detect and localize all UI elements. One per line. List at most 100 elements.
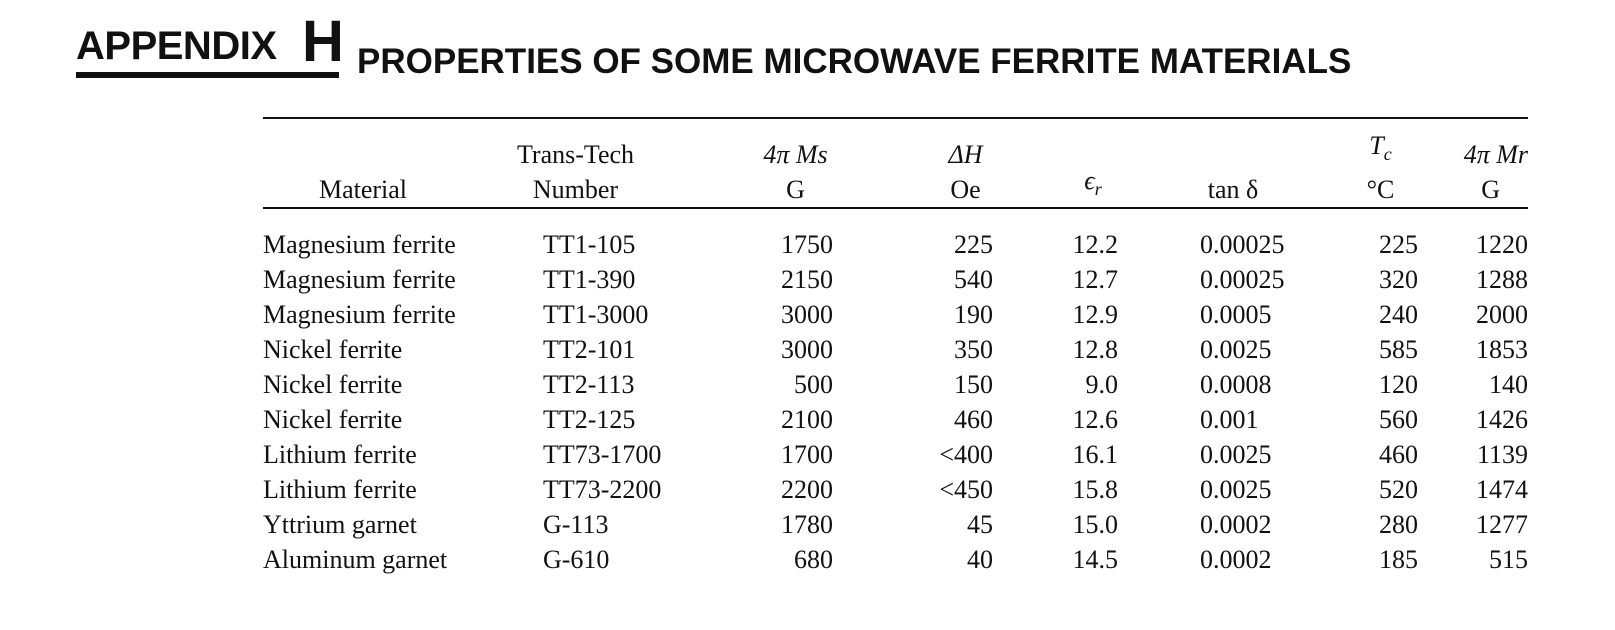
cell-trans-tech-number: TT73-2200 — [543, 475, 662, 504]
cell-4pi-ms: 500 — [794, 370, 833, 399]
cell-4pi-ms: 2150 — [781, 265, 833, 294]
cell-trans-tech-number: TT2-113 — [543, 370, 635, 399]
cell-tc: 320 — [1379, 265, 1418, 294]
table-row: Nickel ferrite TT2-113 500 150 9.0 0.0008 120 1… — [263, 367, 1528, 402]
cell-4pi-ms: 1780 — [781, 510, 833, 539]
cell-4pi-mr: 1853 — [1476, 335, 1528, 364]
cell-tan-delta: 0.00025 — [1200, 265, 1285, 294]
cell-epsilon-r: 15.8 — [1072, 475, 1119, 504]
cell-material: Nickel ferrite — [263, 335, 403, 364]
cell-trans-tech-number: TT2-101 — [543, 335, 636, 364]
cell-4pi-ms: 680 — [794, 545, 833, 574]
cell-epsilon-r: 14.5 — [1072, 545, 1119, 574]
header-tc: Tc °C — [1366, 131, 1395, 204]
cell-tan-delta: 0.0002 — [1200, 510, 1272, 539]
cell-material: Nickel ferrite — [263, 405, 403, 434]
cell-material: Yttrium garnet — [263, 510, 417, 539]
cell-trans-tech-number: TT1-390 — [543, 265, 636, 294]
cell-trans-tech-number: TT1-105 — [543, 230, 636, 259]
table-row: Nickel ferrite TT2-101 3000 350 12.8 0.0025 58… — [263, 332, 1528, 367]
table-row: Yttrium garnet G-113 1780 45 15.0 0.0002 280 12… — [263, 507, 1528, 542]
table-body: Magnesium ferrite TT1-105 1750 225 12.2 0.000… — [263, 209, 1528, 577]
cell-4pi-mr: 515 — [1489, 545, 1528, 574]
cell-4pi-ms: 1750 — [781, 230, 833, 259]
table-row: Lithium ferrite TT73-1700 1700 <400 16.1 0.00… — [263, 437, 1528, 472]
properties-table: Material Trans-Tech Number 4π Ms G ΔH Oe… — [263, 117, 1528, 577]
header-material: Material — [318, 175, 408, 204]
cell-delta-h: 45 — [967, 510, 993, 539]
cell-delta-h: 150 — [954, 370, 993, 399]
cell-delta-h: 40 — [967, 545, 993, 574]
table-row: Aluminum garnet G-610 680 40 14.5 0.0002 185 51… — [263, 542, 1528, 577]
cell-4pi-mr: 2000 — [1476, 300, 1528, 329]
cell-epsilon-r: 9.0 — [1085, 370, 1119, 399]
cell-4pi-mr: 140 — [1489, 370, 1528, 399]
cell-tc: 225 — [1379, 230, 1418, 259]
cell-4pi-ms: 2200 — [781, 475, 833, 504]
cell-material: Magnesium ferrite — [263, 265, 456, 294]
table-header: Material Trans-Tech Number 4π Ms G ΔH Oe… — [263, 119, 1528, 207]
cell-delta-h: 350 — [954, 335, 993, 364]
cell-epsilon-r: 12.6 — [1072, 405, 1119, 434]
cell-tc: 585 — [1379, 335, 1418, 364]
cell-material: Lithium ferrite — [263, 475, 417, 504]
cell-4pi-ms: 3000 — [781, 335, 833, 364]
table-row: Lithium ferrite TT73-2200 2200 <450 15.8 0.00… — [263, 472, 1528, 507]
cell-tc: 185 — [1379, 545, 1418, 574]
cell-trans-tech-number: G-610 — [543, 545, 610, 574]
appendix-label: APPENDIX — [76, 24, 277, 68]
cell-4pi-ms: 3000 — [781, 300, 833, 329]
cell-epsilon-r: 15.0 — [1072, 510, 1119, 539]
cell-delta-h: 540 — [954, 265, 993, 294]
cell-tan-delta: 0.0025 — [1200, 475, 1272, 504]
cell-tan-delta: 0.0008 — [1200, 370, 1272, 399]
cell-tan-delta: 0.00025 — [1200, 230, 1285, 259]
cell-tan-delta: 0.0002 — [1200, 545, 1272, 574]
cell-trans-tech-number: TT1-3000 — [543, 300, 649, 329]
cell-epsilon-r: 12.2 — [1072, 230, 1119, 259]
cell-tan-delta: 0.0025 — [1200, 440, 1272, 469]
cell-material: Nickel ferrite — [263, 370, 403, 399]
cell-tc: 560 — [1379, 405, 1418, 434]
cell-4pi-ms: 2100 — [781, 405, 833, 434]
cell-4pi-mr: 1474 — [1476, 475, 1528, 504]
cell-material: Magnesium ferrite — [263, 300, 456, 329]
cell-material: Magnesium ferrite — [263, 230, 456, 259]
cell-tan-delta: 0.0025 — [1200, 335, 1272, 364]
cell-delta-h: 460 — [954, 405, 993, 434]
cell-tc: 240 — [1379, 300, 1418, 329]
cell-tc: 280 — [1379, 510, 1418, 539]
cell-epsilon-r: 12.9 — [1072, 300, 1119, 329]
cell-delta-h: <400 — [939, 440, 993, 469]
appendix-underline — [76, 72, 339, 78]
cell-4pi-mr: 1277 — [1476, 510, 1528, 539]
table-header-rule — [263, 207, 1528, 209]
cell-4pi-mr: 1288 — [1476, 265, 1528, 294]
header-trans-tech-number: Trans-Tech Number — [516, 140, 635, 204]
header-4pi-ms: 4π Ms G — [763, 140, 828, 204]
cell-tc: 460 — [1379, 440, 1418, 469]
cell-trans-tech-number: TT2-125 — [543, 405, 636, 434]
table-row: Magnesium ferrite TT1-105 1750 225 12.2 0.000… — [263, 227, 1528, 262]
header-tan-delta: tan δ — [1207, 175, 1259, 204]
header-4pi-mr: 4π Mr G — [1463, 140, 1528, 204]
cell-trans-tech-number: TT73-1700 — [543, 440, 662, 469]
header-epsilon-r: ϵr — [1084, 166, 1102, 199]
header-delta-h: ΔH Oe — [948, 140, 983, 204]
cell-4pi-mr: 1139 — [1476, 440, 1528, 469]
cell-epsilon-r: 12.8 — [1072, 335, 1119, 364]
cell-material: Aluminum garnet — [263, 545, 448, 574]
appendix-letter: H — [302, 9, 344, 74]
cell-tc: 520 — [1379, 475, 1418, 504]
cell-tan-delta: 0.001 — [1200, 405, 1259, 434]
page-title: PROPERTIES OF SOME MICROWAVE FERRITE MAT… — [357, 42, 1352, 81]
table-row: Magnesium ferrite TT1-390 2150 540 12.7 0.000… — [263, 262, 1528, 297]
table-row: Nickel ferrite TT2-125 2100 460 12.6 0.001 560… — [263, 402, 1528, 437]
cell-epsilon-r: 16.1 — [1072, 440, 1119, 469]
table-row: Magnesium ferrite TT1-3000 3000 190 12.9 0.00… — [263, 297, 1528, 332]
cell-delta-h: 190 — [954, 300, 993, 329]
cell-tan-delta: 0.0005 — [1200, 300, 1272, 329]
cell-tc: 120 — [1379, 370, 1418, 399]
table-spacer — [263, 209, 1528, 227]
cell-trans-tech-number: G-113 — [543, 510, 609, 539]
